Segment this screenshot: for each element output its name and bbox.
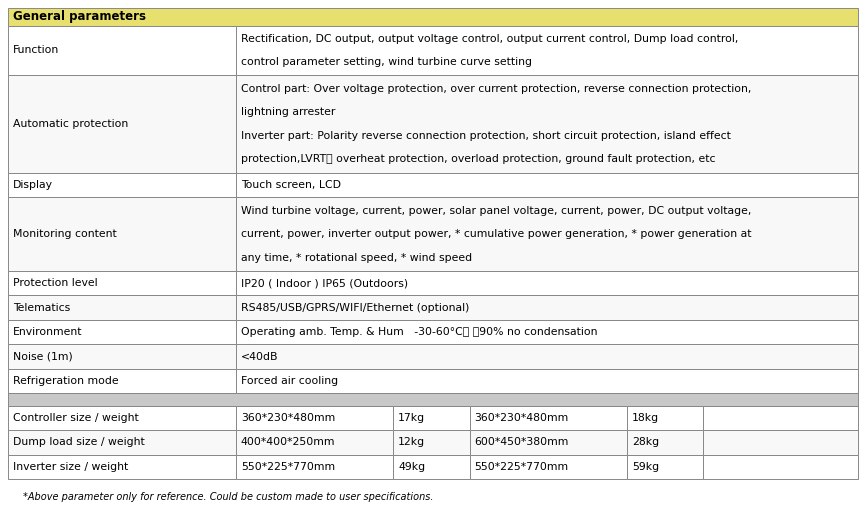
Text: Touch screen, LCD: Touch screen, LCD [241, 180, 341, 190]
Text: 360*230*480mm: 360*230*480mm [475, 413, 569, 423]
Text: Rectification, DC output, output voltage control, output current control, Dump l: Rectification, DC output, output voltage… [241, 33, 738, 44]
Bar [236, 344, 858, 369]
Bar [393, 430, 469, 455]
Text: 49kg: 49kg [398, 462, 425, 472]
Bar [236, 296, 858, 320]
Bar [8, 369, 236, 394]
Text: 12kg: 12kg [398, 437, 425, 448]
Text: 59kg: 59kg [632, 462, 659, 472]
Bar [236, 369, 858, 394]
Bar [703, 406, 858, 430]
Bar [8, 197, 236, 271]
Text: 18kg: 18kg [632, 413, 659, 423]
Bar [236, 75, 858, 173]
Text: Environment: Environment [13, 327, 82, 337]
Text: <40dB: <40dB [241, 352, 278, 362]
Bar [8, 406, 236, 430]
Text: General parameters: General parameters [13, 10, 146, 24]
Bar [8, 75, 236, 173]
Bar [8, 26, 236, 75]
Bar [627, 430, 703, 455]
Text: Dump load size / weight: Dump load size / weight [13, 437, 145, 448]
Text: Control part: Over voltage protection, over current protection, reverse connecti: Control part: Over voltage protection, o… [241, 84, 751, 94]
Bar [8, 455, 236, 479]
Text: RS485/USB/GPRS/WIFI/Ethernet (optional): RS485/USB/GPRS/WIFI/Ethernet (optional) [241, 303, 469, 313]
Text: Telematics: Telematics [13, 303, 70, 313]
Text: *Above parameter only for reference. Could be custom made to user specifications: *Above parameter only for reference. Cou… [23, 492, 434, 502]
Bar [8, 8, 858, 26]
Text: 360*230*480mm: 360*230*480mm [241, 413, 335, 423]
Bar [236, 430, 393, 455]
Text: 17kg: 17kg [398, 413, 425, 423]
Text: current, power, inverter output power, * cumulative power generation, * power ge: current, power, inverter output power, *… [241, 229, 752, 239]
Text: Function: Function [13, 45, 59, 56]
Text: Refrigeration mode: Refrigeration mode [13, 376, 119, 386]
Bar [236, 26, 858, 75]
Bar [236, 406, 393, 430]
Bar [236, 455, 393, 479]
Bar [469, 406, 627, 430]
Text: 600*450*380mm: 600*450*380mm [475, 437, 569, 448]
Text: Noise (1m): Noise (1m) [13, 352, 73, 362]
Text: Operating amb. Temp. & Hum   -30-60°C， ＜90% no condensation: Operating amb. Temp. & Hum -30-60°C， ＜90… [241, 327, 598, 337]
Text: Controller size / weight: Controller size / weight [13, 413, 139, 423]
Bar [236, 173, 858, 197]
Bar [8, 320, 236, 344]
Text: Wind turbine voltage, current, power, solar panel voltage, current, power, DC ou: Wind turbine voltage, current, power, so… [241, 206, 751, 216]
Text: control parameter setting, wind turbine curve setting: control parameter setting, wind turbine … [241, 57, 532, 67]
Bar [703, 455, 858, 479]
Text: Display: Display [13, 180, 53, 190]
Text: lightning arrester: lightning arrester [241, 107, 335, 117]
Text: Inverter part: Polarity reverse connection protection, short circuit protection,: Inverter part: Polarity reverse connecti… [241, 131, 731, 140]
Text: Inverter size / weight: Inverter size / weight [13, 462, 128, 472]
Text: IP20 ( Indoor ) IP65 (Outdoors): IP20 ( Indoor ) IP65 (Outdoors) [241, 278, 408, 288]
Text: Protection level: Protection level [13, 278, 98, 288]
Text: Forced air cooling: Forced air cooling [241, 376, 338, 386]
Text: 550*225*770mm: 550*225*770mm [241, 462, 335, 472]
Text: 400*400*250mm: 400*400*250mm [241, 437, 335, 448]
Text: any time, * rotational speed, * wind speed: any time, * rotational speed, * wind spe… [241, 252, 472, 263]
Bar [627, 455, 703, 479]
Bar [8, 430, 236, 455]
Bar [393, 455, 469, 479]
Text: 550*225*770mm: 550*225*770mm [475, 462, 569, 472]
Text: protection,LVRT、 overheat protection, overload protection, ground fault protecti: protection,LVRT、 overheat protection, ov… [241, 154, 715, 164]
Bar [627, 406, 703, 430]
Bar [8, 296, 236, 320]
Text: Automatic protection: Automatic protection [13, 119, 128, 129]
Bar [8, 271, 236, 296]
Bar [469, 455, 627, 479]
Text: 28kg: 28kg [632, 437, 659, 448]
Bar [236, 271, 858, 296]
Bar [703, 430, 858, 455]
Bar [8, 173, 236, 197]
Bar [8, 344, 236, 369]
Text: Monitoring content: Monitoring content [13, 229, 117, 239]
Bar [236, 197, 858, 271]
Bar [393, 406, 469, 430]
Bar [236, 320, 858, 344]
Bar [469, 430, 627, 455]
Bar [8, 394, 858, 406]
